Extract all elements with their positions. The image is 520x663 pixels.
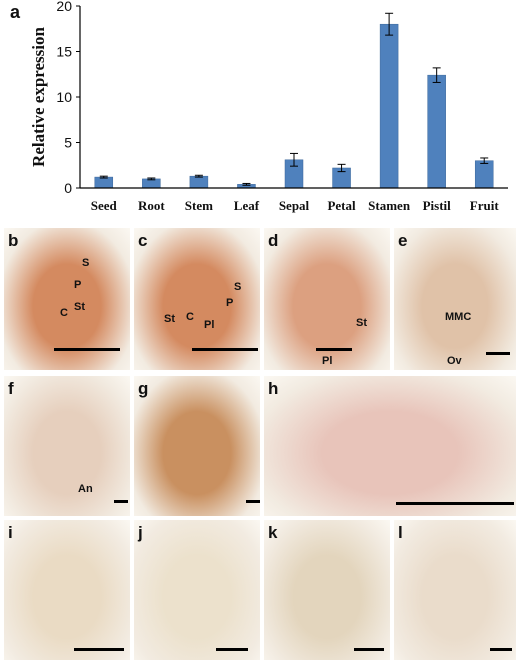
x-tick-label: Sepal [279, 198, 310, 213]
micrograph-panel-k: k [264, 520, 390, 660]
error-bar-root [147, 177, 156, 181]
x-tick-label: Leaf [234, 198, 260, 213]
structure-label: MMC [445, 311, 472, 323]
panel-label-a: a [10, 2, 21, 22]
scale-bar-e [486, 352, 510, 355]
panel-label-f: f [8, 379, 14, 398]
y-tick-label: 20 [56, 0, 72, 14]
error-bar-pistil [432, 67, 441, 83]
structure-label: S [82, 257, 90, 269]
x-tick-label: Stamen [368, 198, 411, 213]
bar-pistil [427, 74, 446, 189]
scale-bar-h [396, 502, 514, 505]
bar-seed [94, 176, 114, 189]
error-bar-stamen [385, 12, 394, 36]
structure-label: Pl [322, 355, 333, 367]
micrograph-panel-j: j [134, 520, 260, 660]
x-tick-label: Stem [185, 198, 213, 213]
structure-label: P [226, 297, 234, 309]
error-bar-seed [99, 175, 108, 179]
structure-label: C [60, 307, 68, 319]
panel-label-g: g [138, 379, 149, 398]
structure-label: St [74, 301, 85, 313]
y-tick-label: 10 [56, 89, 72, 105]
bar-stamen [379, 23, 399, 189]
x-tick-label: Petal [327, 198, 356, 213]
panel-label-i: i [8, 523, 13, 542]
micrograph-panel-h: h [264, 376, 516, 516]
scale-bar-k [354, 648, 384, 651]
axes [79, 6, 508, 189]
panel-label-l: l [398, 523, 403, 542]
x-axis-tick-labels: Seed Root Stem Leaf Sepal Petal Stamen Pistil Fr… [91, 198, 500, 213]
structure-label: An [78, 483, 93, 495]
scale-bar-b [54, 348, 120, 351]
x-tick-label: Seed [91, 198, 118, 213]
y-tick-label: 5 [64, 135, 72, 151]
panel-label-c: c [138, 231, 148, 250]
error-bar-leaf [242, 182, 251, 186]
bar-stem [189, 175, 209, 189]
error-bar-petal [337, 163, 346, 173]
micrograph-panel-g: g [134, 376, 260, 516]
panel-label-b: b [8, 231, 19, 250]
micrograph-panel-f: f An [4, 376, 130, 516]
panel-label-e: e [398, 231, 408, 250]
micrograph-panel-b: b S P C St [4, 228, 130, 370]
scale-bar-l [490, 648, 512, 651]
error-bar-stem [194, 174, 203, 178]
scale-bar-f [114, 500, 128, 503]
micrograph-panel-e: e MMC Ov [394, 228, 516, 370]
panel-label-k: k [268, 523, 278, 542]
error-bar-sepal [290, 152, 298, 167]
error-bar-fruit [480, 157, 489, 164]
micrograph-panel-d: d St Pl [264, 228, 390, 370]
micrograph-panel-i: i [4, 520, 130, 660]
bar-fruit [474, 160, 494, 189]
y-tick-label: 0 [64, 180, 72, 196]
y-axis-label: Relative expression [29, 26, 48, 166]
structure-label: Ov [447, 355, 462, 367]
scale-bar-d [316, 348, 352, 351]
structure-label: S [234, 281, 242, 293]
micrograph-panel-l: l [394, 520, 516, 660]
x-tick-label: Fruit [470, 198, 500, 213]
y-axis-ticks: 0 5 10 15 20 [56, 0, 80, 196]
panel-label-d: d [268, 231, 279, 250]
scale-bar-c [192, 348, 258, 351]
bars [94, 23, 494, 189]
structure-label: P [74, 279, 82, 291]
error-bars [99, 12, 489, 186]
scale-bar-i [74, 648, 124, 651]
panel-label-j: j [138, 523, 143, 542]
structure-label: St [356, 317, 367, 329]
y-tick-label: 15 [56, 44, 72, 60]
panel-label-h: h [268, 379, 279, 398]
scale-bar-j [216, 648, 248, 651]
scale-bar-g [246, 500, 260, 503]
micrograph-panel-c: c S P St C Pl [134, 228, 260, 370]
x-tick-label: Pistil [423, 198, 452, 213]
structure-label: C [186, 311, 194, 323]
structure-label: St [164, 313, 175, 325]
structure-label: Pl [204, 319, 215, 331]
x-tick-label: Root [138, 198, 165, 213]
